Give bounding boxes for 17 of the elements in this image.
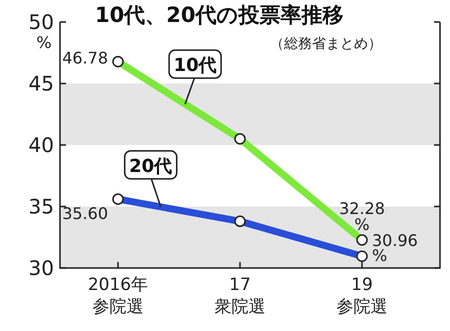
data-label: 46.78 (62, 48, 108, 68)
data-label: 30.96 % (372, 231, 418, 266)
data-label: 35.60 (62, 204, 108, 224)
text: （総務省まとめ） (270, 36, 382, 52)
y-tick-label: 40 (28, 133, 54, 157)
y-tick-label: 45 (28, 72, 54, 96)
y-tick-label: 50 (28, 10, 54, 34)
x-tick-label: 17衆院選 (214, 275, 266, 317)
x-tick-label: 19参院選 (336, 275, 388, 317)
series-label: 20代 (129, 156, 172, 177)
y-tick-label: 30 (28, 256, 54, 280)
data-label: 32.28 % (339, 198, 385, 234)
series-label: 10代 (174, 55, 217, 76)
chart-title: 10代、20代の投票率推移 (95, 3, 344, 27)
y-tick-label: 35 (28, 194, 54, 218)
x-tick-label: 2016年参院選 (88, 275, 148, 317)
y-axis-title: % (36, 33, 52, 52)
